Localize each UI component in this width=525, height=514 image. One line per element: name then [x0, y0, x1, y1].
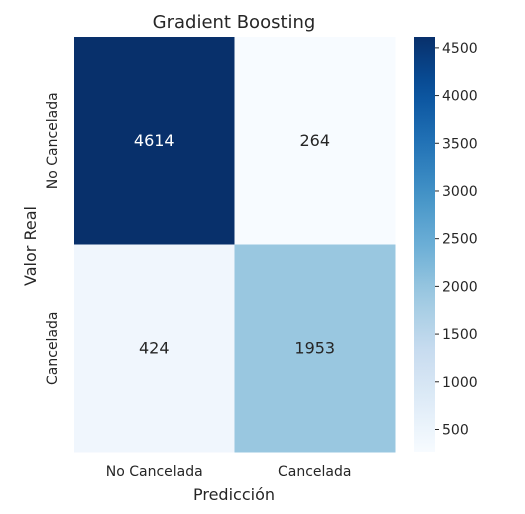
- colorbar-tick-label: 2500: [442, 232, 478, 248]
- colorbar-tick-label: 3500: [442, 136, 478, 152]
- x-axis-label: Predicción: [193, 485, 275, 504]
- colorbar-tick-label: 1000: [442, 375, 478, 391]
- heatmap-cell: [234, 37, 396, 245]
- cell-value-label: 424: [139, 338, 170, 357]
- heatmap-cell: [234, 244, 396, 453]
- x-tick-labels: No Cancelada Cancelada: [106, 464, 352, 480]
- heatmap-cell: [74, 244, 235, 453]
- heatmap-cell: [74, 37, 235, 245]
- colorbar-ticks: 500 1000 1500 2000 2500 3000 3500 4000 4500: [435, 41, 478, 438]
- colorbar-tick-label: 1500: [442, 327, 478, 343]
- y-axis-label: Valor Real: [21, 206, 40, 286]
- colorbar-tick-label: 4000: [442, 89, 478, 105]
- colorbar-tick-label: 500: [442, 422, 469, 438]
- colorbar-tick-label: 4500: [442, 41, 478, 57]
- colorbar: [414, 37, 435, 452]
- cell-value-label: 1953: [294, 338, 335, 357]
- y-tick-label: No Cancelada: [45, 92, 61, 189]
- x-tick-label: Cancelada: [278, 464, 351, 480]
- chart-title: Gradient Boosting: [153, 12, 316, 33]
- colorbar-tick-label: 3000: [442, 184, 478, 200]
- heatmap-cells: [74, 37, 396, 453]
- y-tick-labels: No Cancelada Cancelada: [45, 92, 61, 385]
- heatmap-cell-labels: 4614 264 424 1953: [134, 131, 335, 358]
- colorbar-tick-label: 2000: [442, 279, 478, 295]
- x-tick-label: No Cancelada: [106, 464, 203, 480]
- cell-value-label: 264: [299, 131, 330, 150]
- y-tick-label: Cancelada: [45, 312, 61, 385]
- cell-value-label: 4614: [134, 131, 175, 150]
